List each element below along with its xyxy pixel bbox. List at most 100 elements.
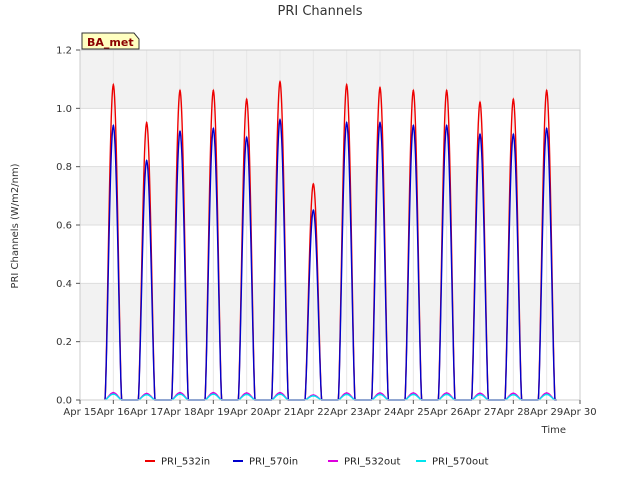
peak-point-PRI_532in: [379, 87, 381, 89]
peak-point-PRI_532in: [545, 89, 548, 92]
y-tick-label: 1.0: [56, 104, 72, 115]
peak-point-PRI_570out: [445, 393, 448, 396]
peak-point-PRI_532out: [512, 392, 515, 395]
annotation-badge-text: BA_met: [87, 36, 134, 49]
peak-point-PRI_532out: [379, 392, 381, 394]
x-tick-label: Apr 18: [163, 407, 196, 418]
peak-point-PRI_532in: [279, 81, 281, 83]
peak-point-PRI_532in: [345, 84, 348, 86]
peak-point-PRI_570out: [179, 393, 181, 396]
plot-band: [80, 341, 580, 400]
series-layer: [104, 79, 557, 401]
peak-point-PRI_570in: [345, 122, 348, 124]
legend-label: PRI_570out: [432, 457, 488, 468]
y-tick-label: 0.6: [56, 221, 72, 232]
peak-point-PRI_570in: [445, 124, 448, 127]
peak-point-PRI_532out: [412, 392, 415, 394]
x-tick-label: Apr 19: [197, 407, 230, 418]
x-tick-label: Apr 20: [230, 407, 263, 418]
peak-point-PRI_570in: [312, 209, 315, 212]
peak-point-PRI_570in: [479, 133, 481, 136]
plot-band: [80, 166, 580, 225]
x-tick-label: Apr 23: [330, 407, 363, 418]
legend-item-PRI_570in: PRI_570in: [233, 457, 298, 468]
peak-point-PRI_532out: [545, 392, 548, 394]
peak-point-PRI_532out: [445, 392, 448, 394]
peak-point-PRI_532out: [212, 391, 215, 394]
peak-point-PRI_570out: [479, 393, 481, 396]
peak-point-PRI_532in: [412, 89, 415, 92]
x-tick-label: Apr 16: [97, 407, 130, 418]
x-axis-ticks: Apr 15 Apr 16 Apr 17 Apr 18 Apr 19 Apr 20 Apr …: [63, 400, 597, 418]
legend-label: PRI_570in: [249, 457, 298, 468]
peak-point-PRI_532in: [245, 98, 248, 101]
peak-point-PRI_570out: [212, 393, 215, 396]
peak-point-PRI_532out: [279, 391, 281, 394]
y-axis-label: PRI Channels (W/m2/nm): [10, 163, 21, 288]
x-tick-label: Apr 24: [363, 407, 396, 418]
legend-item-PRI_532out: PRI_532out: [328, 457, 400, 468]
peak-point-PRI_570in: [145, 159, 148, 162]
peak-point-PRI_570out: [112, 393, 115, 396]
peak-point-PRI_532in: [112, 84, 115, 86]
peak-point-PRI_570in: [245, 136, 248, 139]
peak-point-PRI_532out: [112, 391, 115, 394]
peak-point-PRI_570out: [245, 393, 248, 396]
peak-point-PRI_570out: [412, 393, 415, 396]
x-tick-label: Apr 27: [463, 407, 496, 418]
peak-point-PRI_532out: [179, 391, 181, 394]
x-tick-label: Apr 26: [430, 407, 463, 418]
peak-point-PRI_570out: [312, 395, 315, 397]
peak-point-PRI_570in: [412, 124, 415, 127]
peak-point-PRI_532in: [312, 183, 315, 186]
legend-item-PRI_532in: PRI_532in: [145, 457, 210, 468]
peak-point-PRI_570out: [345, 393, 348, 396]
peak-point-PRI_532out: [245, 392, 248, 394]
peak-point-PRI_570in: [512, 133, 515, 136]
x-tick-label: Apr 15: [63, 407, 96, 418]
peak-point-PRI_570in: [179, 130, 181, 133]
peak-point-PRI_532in: [179, 89, 181, 92]
x-tick-label: Apr 30: [563, 407, 596, 418]
peak-point-PRI_570in: [279, 119, 281, 121]
peak-point-PRI_570out: [279, 393, 281, 396]
legend: PRI_532in PRI_570in PRI_532out PRI_570out: [145, 457, 488, 468]
plot-band: [80, 225, 580, 284]
peak-point-PRI_570out: [512, 393, 515, 396]
x-tick-label: Apr 21: [263, 407, 296, 418]
peak-point-PRI_570out: [379, 393, 381, 396]
plot-band: [80, 108, 580, 167]
peak-point-PRI_570out: [145, 393, 148, 396]
peak-point-PRI_570out: [545, 393, 548, 396]
peak-point-PRI_532in: [145, 122, 148, 124]
peak-point-PRI_570in: [379, 122, 381, 124]
peak-point-PRI_532out: [345, 392, 348, 394]
peak-point-PRI_532in: [445, 89, 448, 92]
y-tick-label: 0.8: [56, 162, 72, 173]
peak-point-PRI_532in: [479, 101, 481, 104]
plot-background-bands: [80, 50, 580, 400]
x-tick-label: Apr 22: [297, 407, 330, 418]
y-tick-label: 0.4: [56, 279, 72, 290]
chart-title: PRI Channels: [278, 4, 363, 19]
legend-item-PRI_570out: PRI_570out: [416, 457, 488, 468]
x-tick-label: Apr 28: [497, 407, 530, 418]
y-tick-label: 1.2: [56, 46, 72, 57]
y-axis-ticks: 0.0 0.2 0.4 0.6 0.8 1.0 1.2: [56, 46, 80, 407]
peak-point-PRI_532in: [212, 89, 215, 92]
peak-point-PRI_570in: [112, 124, 115, 127]
y-tick-label: 0.2: [56, 337, 72, 348]
plot-band: [80, 283, 580, 342]
legend-label: PRI_532in: [161, 457, 210, 468]
peak-point-PRI_570in: [545, 127, 548, 130]
annotation-badge-box: [81, 32, 140, 50]
x-tick-label: Apr 29: [530, 407, 563, 418]
annotation-badge: BA_met: [81, 32, 140, 50]
peak-point-PRI_532in: [512, 98, 515, 101]
x-tick-label: Apr 17: [130, 407, 163, 418]
y-tick-label: 0.0: [56, 396, 72, 407]
peak-point-PRI_532out: [479, 392, 481, 395]
x-axis-label: Time: [541, 425, 566, 436]
x-tick-label: Apr 25: [397, 407, 430, 418]
